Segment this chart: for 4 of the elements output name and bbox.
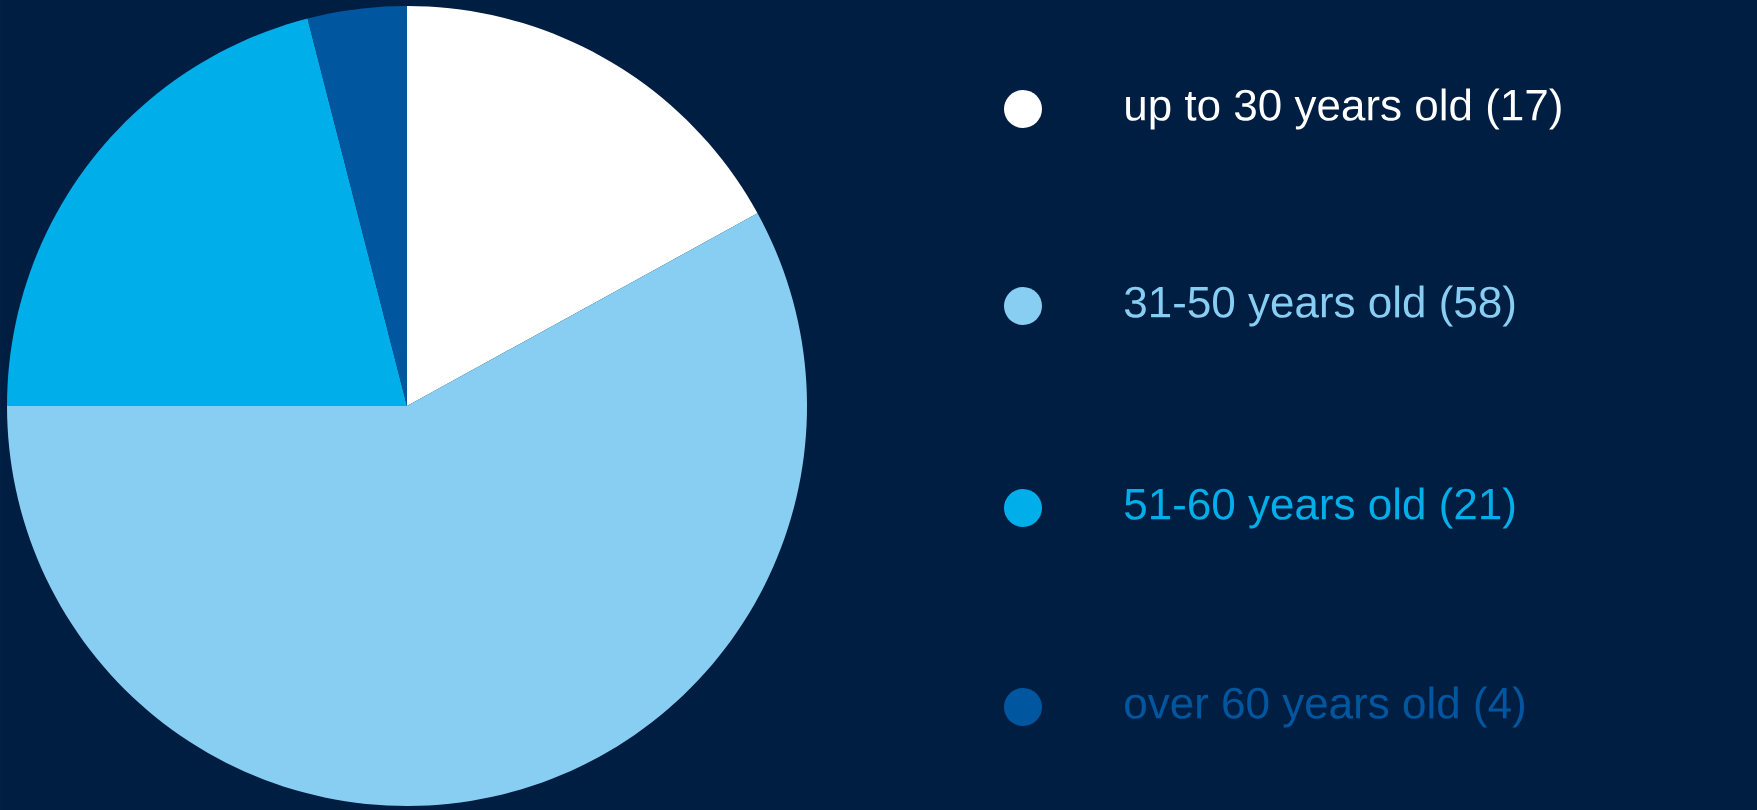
legend-label: over 60 years old (4): [1125, 686, 1524, 728]
legend-label: up to 30 years old (17): [1126, 88, 1561, 130]
legend-label: 31-50 years old (58): [1124, 285, 1515, 327]
legend-label: 51-60 years old (21): [1125, 487, 1515, 529]
